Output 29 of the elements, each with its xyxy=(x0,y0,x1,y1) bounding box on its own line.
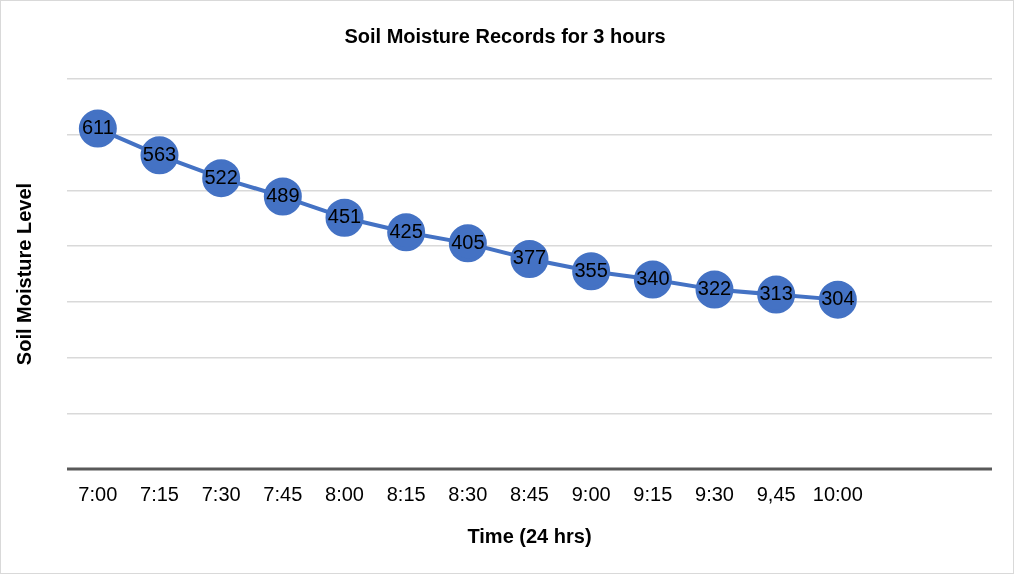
x-tick-label: 10:00 xyxy=(812,482,863,505)
x-tick-label: 9,45 xyxy=(756,482,796,505)
x-tick-label: 8:15 xyxy=(386,482,426,505)
chart-title: Soil Moisture Records for 3 hours xyxy=(344,24,666,47)
data-label: 489 xyxy=(266,184,300,207)
data-label: 340 xyxy=(636,267,670,290)
data-label: 355 xyxy=(574,258,608,281)
data-label: 405 xyxy=(451,230,485,253)
x-tick-label: 7:15 xyxy=(140,482,179,505)
data-label: 304 xyxy=(821,287,855,310)
x-tick-label: 9:15 xyxy=(633,482,673,505)
x-axis-title: Time (24 hrs) xyxy=(467,524,592,547)
x-tick-label: 7:30 xyxy=(201,482,241,505)
x-tick-label: 7:00 xyxy=(78,482,118,505)
data-label: 377 xyxy=(512,246,547,269)
x-tick-label: 9:30 xyxy=(695,482,734,505)
data-label: 563 xyxy=(142,142,177,165)
data-label: 425 xyxy=(389,219,423,242)
data-label: 451 xyxy=(327,205,362,228)
data-label: 611 xyxy=(81,116,114,139)
x-tick-label: 8:00 xyxy=(325,482,364,505)
x-tick-label: 8:30 xyxy=(448,482,488,505)
x-tick-label: 8:45 xyxy=(510,482,549,505)
y-axis-title: Soil Moisture Level xyxy=(12,182,35,366)
data-label: 313 xyxy=(759,282,793,305)
data-label: 322 xyxy=(697,277,732,300)
x-tick-label: 9:00 xyxy=(571,482,611,505)
data-label: 522 xyxy=(204,165,238,188)
x-tick-label: 7:45 xyxy=(263,482,303,505)
